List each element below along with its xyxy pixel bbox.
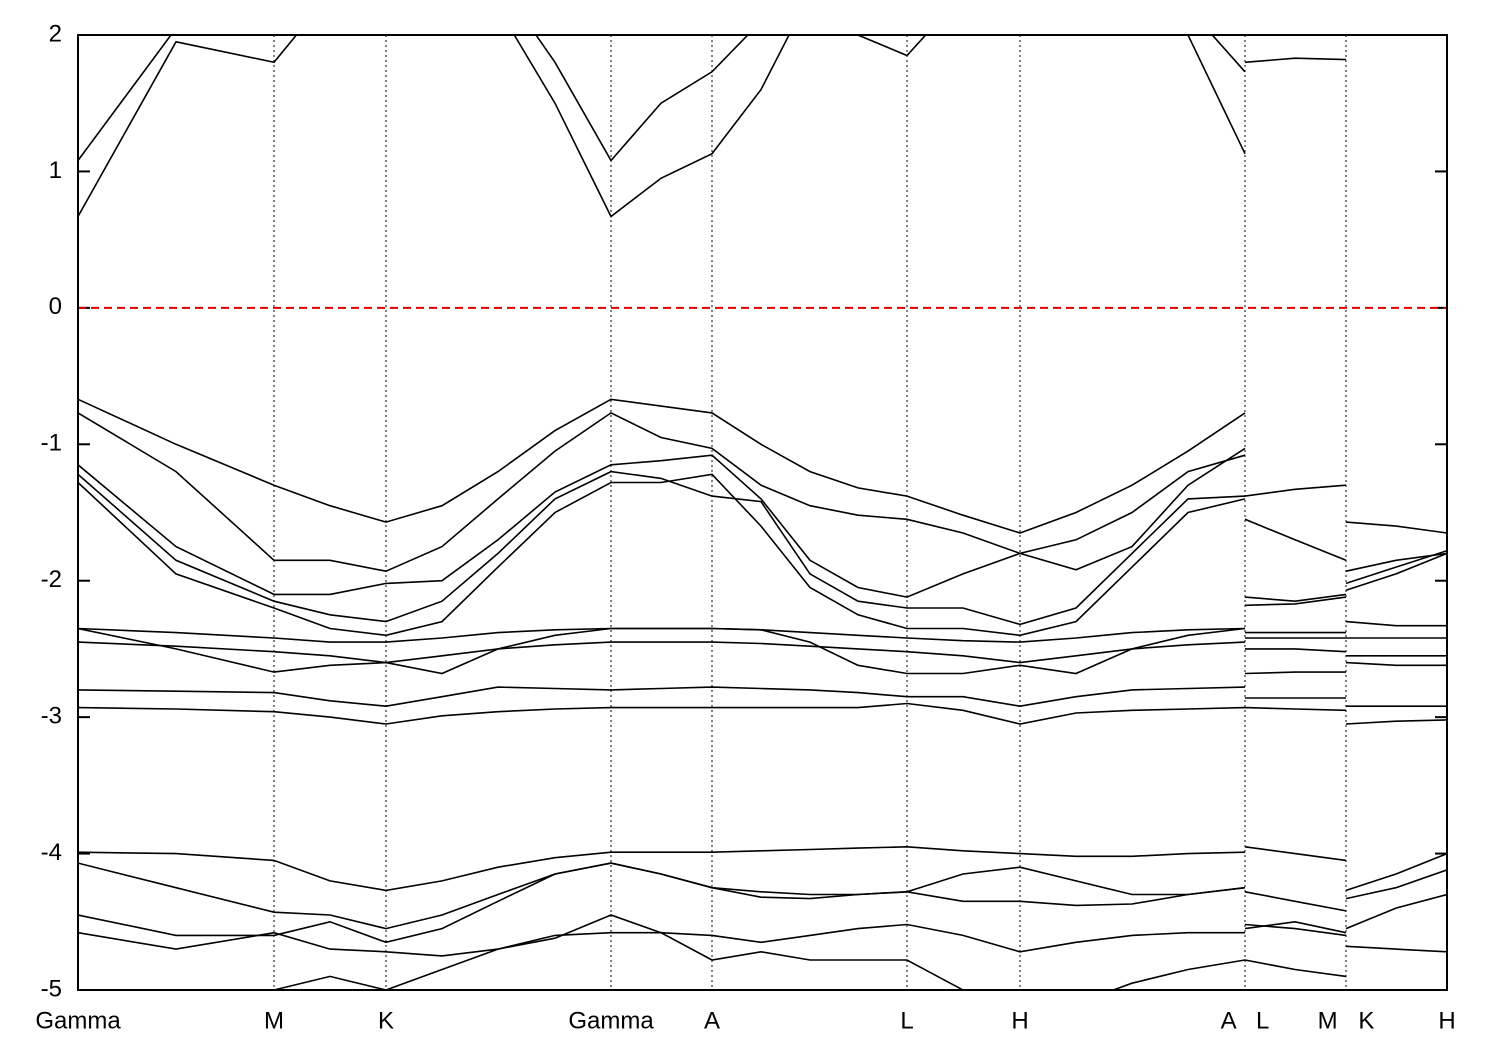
- plot-frame: [77, 34, 1448, 991]
- x-tick-label: M K: [1318, 1007, 1375, 1034]
- y-tick-label: -3: [41, 702, 62, 729]
- y-tick-label: -2: [41, 566, 62, 593]
- band-line: [78, 398, 1447, 534]
- band-line: [78, 627, 1447, 675]
- labels-layer: -5 -4 -3 -2 -1 0 1 2 Gamma M K Gamma A L H A L M K H: [35, 20, 1455, 1034]
- band-line: [78, 35, 1246, 162]
- x-tick-label: L: [900, 1007, 913, 1034]
- y-tick-label: 1: [49, 157, 62, 184]
- band-line: [78, 914, 1447, 957]
- y-tick-label: -4: [41, 839, 62, 866]
- band-line: [78, 473, 1447, 637]
- x-tick-label: K: [378, 1007, 394, 1034]
- y-tick-label: 0: [49, 293, 62, 320]
- band-line: [78, 454, 1447, 603]
- band-line: [78, 862, 1447, 930]
- band-line: [78, 35, 1347, 218]
- x-tick-label: A: [704, 1007, 720, 1034]
- x-tick-label: Gamma: [35, 1007, 121, 1034]
- y-tick-label: -5: [41, 975, 62, 1002]
- grid-layer: [77, 34, 1448, 991]
- band-line: [78, 641, 1447, 664]
- y-tick-label: 2: [49, 20, 62, 47]
- band-line: [78, 686, 1447, 708]
- band-line: [78, 931, 1350, 990]
- band-line: [78, 702, 1447, 725]
- y-tick-label: -1: [41, 430, 62, 457]
- x-tick-label: H: [1011, 1007, 1028, 1034]
- band-line: [78, 845, 1447, 892]
- band-line: [78, 470, 1447, 626]
- bands-layer: [78, 35, 1447, 990]
- x-tick-label: H: [1438, 1007, 1455, 1034]
- band-line: [78, 411, 1447, 573]
- x-tick-label: A L: [1221, 1007, 1270, 1034]
- x-tick-label: M: [264, 1007, 284, 1034]
- x-tick-label: Gamma: [568, 1007, 654, 1034]
- band-line: [78, 862, 1447, 944]
